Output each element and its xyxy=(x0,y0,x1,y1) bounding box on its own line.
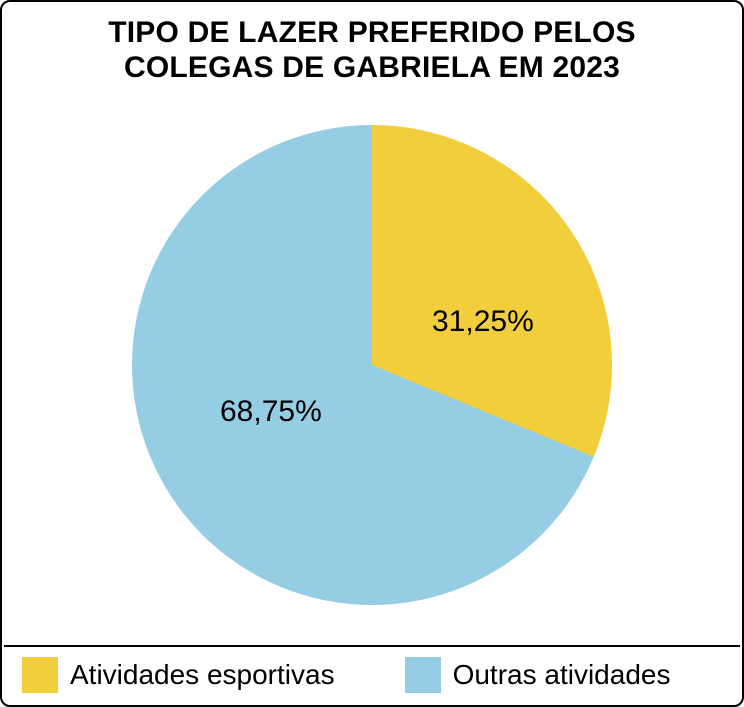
pie-slice-label-outras: 68,75% xyxy=(220,395,322,429)
pie-chart: 31,25% 68,75% xyxy=(132,125,612,605)
pie-area: 31,25% 68,75% xyxy=(2,85,742,645)
legend-item-esportivas: Atividades esportivas xyxy=(22,657,335,693)
chart-title-line1: TIPO DE LAZER PREFERIDO PELOS xyxy=(108,16,636,49)
chart-container: TIPO DE LAZER PREFERIDO PELOS COLEGAS DE… xyxy=(0,0,744,707)
pie-slice-label-esportivas: 31,25% xyxy=(432,305,534,339)
chart-title: TIPO DE LAZER PREFERIDO PELOS COLEGAS DE… xyxy=(108,2,636,85)
legend-label-outras: Outras atividades xyxy=(453,659,671,691)
legend-item-outras: Outras atividades xyxy=(405,657,671,693)
chart-title-line2: COLEGAS DE GABRIELA EM 2023 xyxy=(124,51,620,84)
legend-swatch-esportivas xyxy=(22,657,58,693)
legend-swatch-outras xyxy=(405,657,441,693)
legend: Atividades esportivas Outras atividades xyxy=(4,645,740,705)
legend-label-esportivas: Atividades esportivas xyxy=(70,659,335,691)
